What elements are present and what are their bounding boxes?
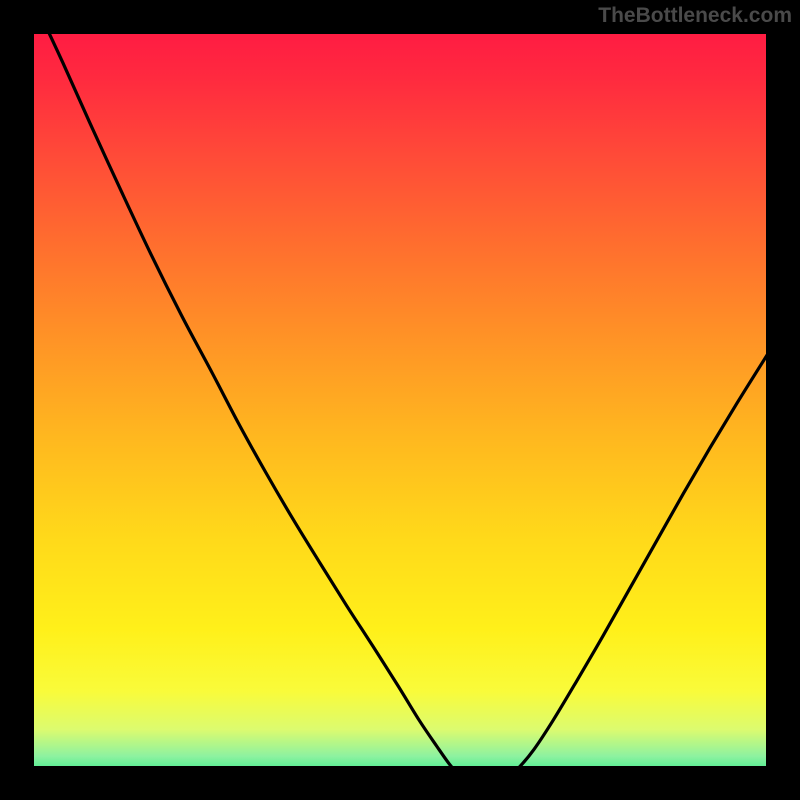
bottleneck-curve-chart xyxy=(0,0,800,800)
watermark-text: TheBottleneck.com xyxy=(598,4,792,28)
chart-container: TheBottleneck.com xyxy=(0,0,800,800)
gradient-background xyxy=(17,17,783,783)
